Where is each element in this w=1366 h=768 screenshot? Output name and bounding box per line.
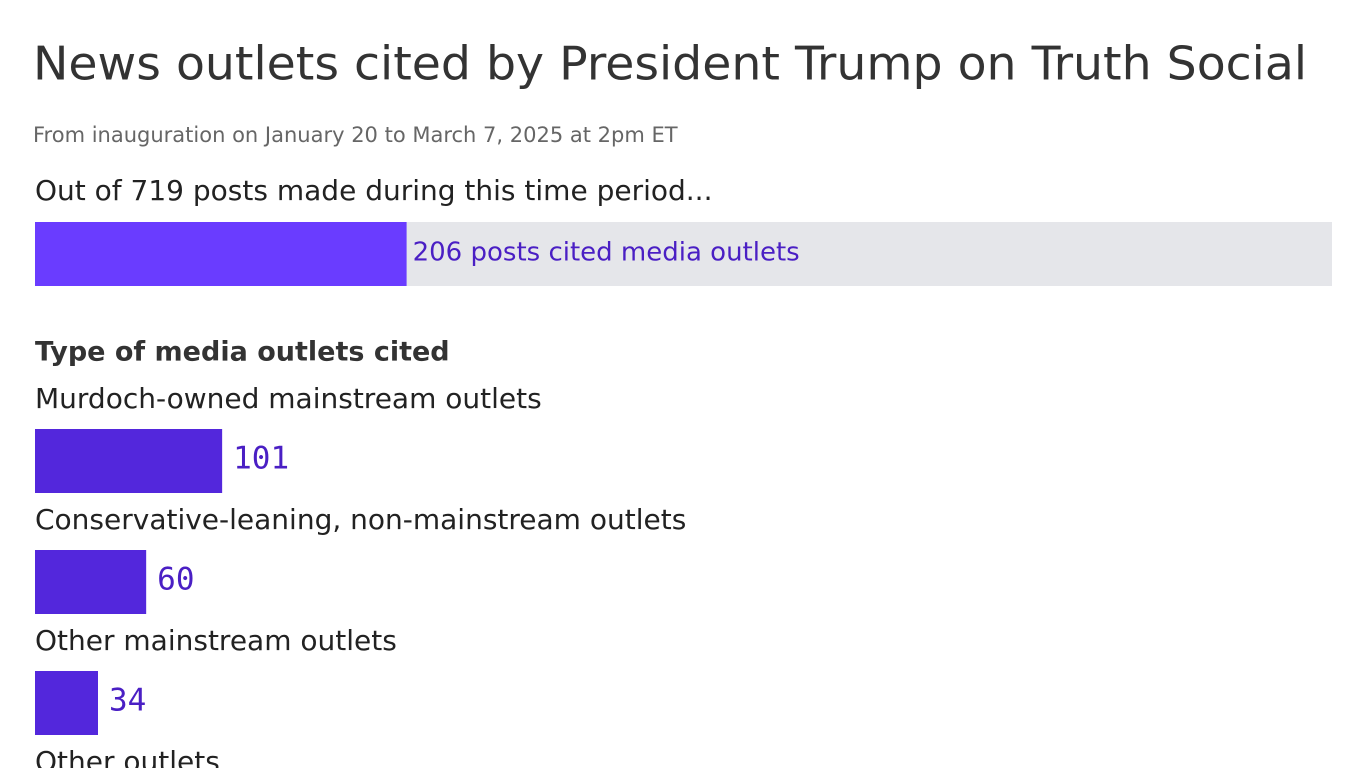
bar <box>35 550 147 614</box>
bar <box>35 671 98 735</box>
chart-title: News outlets cited by President Trump on… <box>33 37 1307 91</box>
value-label: 34 <box>109 683 146 719</box>
progress-value-label: 206 posts cited media outlets <box>413 238 800 268</box>
section-title: Type of media outlets cited <box>35 337 450 368</box>
category-label: Conservative-leaning, non-mainstream out… <box>35 503 686 536</box>
category-label: Other outlets <box>35 745 220 768</box>
chart-subtitle: From inauguration on January 20 to March… <box>33 123 678 147</box>
category-label: Other mainstream outlets <box>35 624 397 657</box>
progress-label: Out of 719 posts made during this time p… <box>35 174 712 207</box>
progress-bar <box>35 222 407 286</box>
value-label: 60 <box>157 562 194 598</box>
value-label: 101 <box>233 441 289 477</box>
bar <box>35 429 223 493</box>
category-label: Murdoch-owned mainstream outlets <box>35 382 542 415</box>
